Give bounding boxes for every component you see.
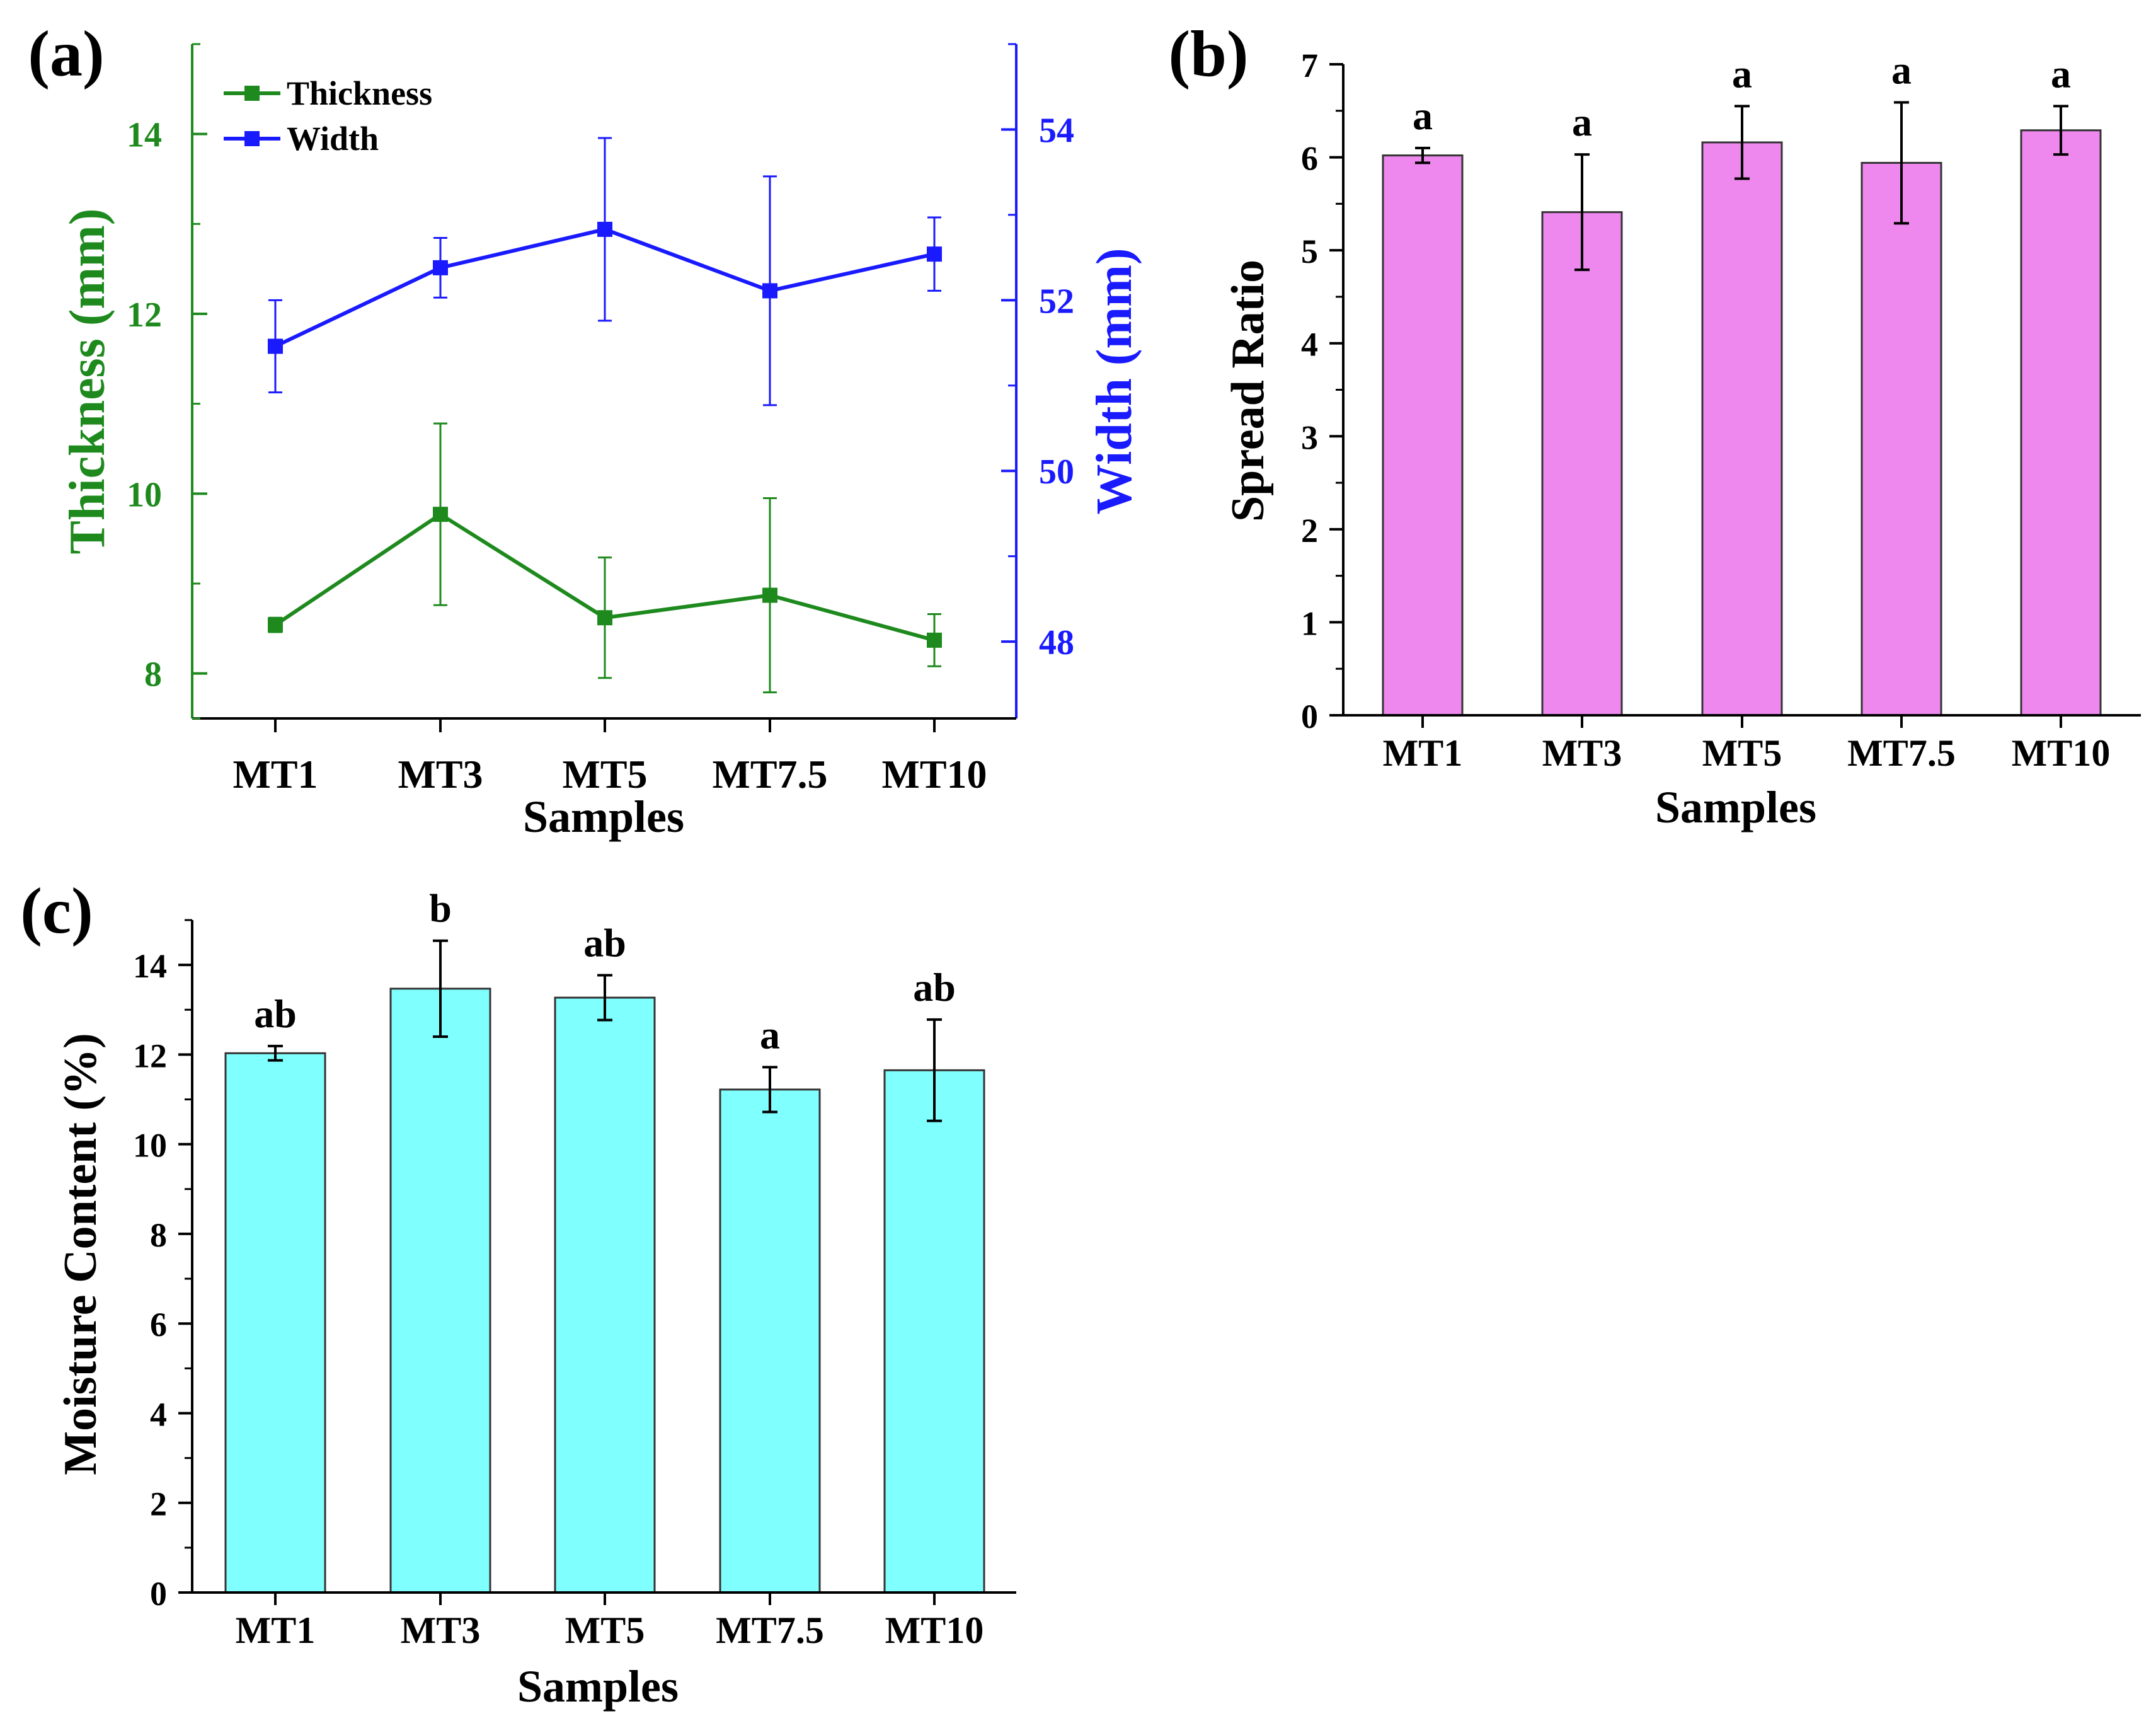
thickness-point-MT10 [927, 632, 942, 648]
significance-label-MT1: a [1413, 93, 1433, 138]
left-axis-title: Thickness (mm) [60, 209, 115, 555]
bar-MT10 [883, 1069, 985, 1594]
bar-MT5 [1701, 141, 1783, 717]
width-point-MT5 [597, 221, 612, 237]
thickness-point-MT1 [268, 617, 283, 633]
x-tick-label-MT3: MT3 [401, 1610, 481, 1651]
significance-label-MT5: ab [583, 920, 626, 965]
significance-label-MT7.5: a [760, 1012, 780, 1057]
y-axis-title: Moisture Content (%) [55, 1033, 106, 1475]
panel-a-tag: (a) [28, 18, 104, 90]
bar-MT5 [554, 996, 656, 1594]
x-tick-label-MT5: MT5 [565, 1610, 645, 1651]
x-tick-label-MT1: MT1 [1383, 732, 1463, 774]
y-tick-label: 6 [1301, 140, 1318, 178]
left-tick-label: 8 [144, 655, 162, 694]
width-point-MT3 [433, 260, 448, 275]
bar-MT1 [224, 1052, 326, 1594]
significance-label-MT3: b [429, 886, 452, 931]
x-tick-label-MT1: MT1 [236, 1610, 316, 1651]
y-tick-label: 14 [133, 947, 167, 985]
panel-c-tag: (c) [20, 875, 93, 947]
thickness-point-MT5 [597, 610, 612, 626]
x-tick-label-MT1: MT1 [232, 752, 318, 797]
width-point-MT10 [927, 246, 942, 262]
y-tick-label: 12 [133, 1037, 167, 1074]
bar-MT1 [1382, 154, 1464, 717]
y-tick-label: 3 [1301, 418, 1318, 456]
width-point-MT7.5 [762, 283, 777, 299]
bar-MT10 [2020, 129, 2102, 717]
significance-label-MT3: a [1572, 100, 1592, 144]
bar-MT7.5 [1861, 161, 1942, 717]
y-tick-label: 1 [1301, 604, 1318, 642]
bar-MT3 [389, 988, 491, 1594]
width-point-MT1 [268, 338, 283, 354]
y-tick-label: 5 [1301, 233, 1318, 270]
x-axis-title: Samples [1655, 782, 1816, 832]
right-axis-title: Width (mm) [1087, 248, 1142, 515]
x-axis-title: Samples [517, 1661, 679, 1712]
x-tick-label-MT7.5: MT7.5 [716, 1610, 824, 1651]
y-tick-label: 7 [1301, 47, 1318, 84]
bar-MT7.5 [719, 1088, 821, 1594]
thickness-point-MT7.5 [762, 587, 777, 603]
significance-label-MT1: ab [254, 991, 297, 1036]
y-tick-label: 8 [150, 1216, 167, 1254]
legend-label-width: Width [287, 120, 379, 158]
y-tick-label: 2 [1301, 512, 1318, 550]
panel-b-chart: (b) a a a a a 0 1 2 3 4 5 6 7 MT1 MT3 MT5 MT7.5 MT10 Sample… [1168, 18, 2141, 832]
x-axis-title: Samples [523, 792, 684, 842]
x-tick-label-MT3: MT3 [398, 752, 483, 797]
x-tick-label-MT5: MT5 [1702, 732, 1782, 774]
y-tick-label: 10 [133, 1127, 167, 1165]
panel-b-tag: (b) [1168, 18, 1248, 90]
right-tick-label: 54 [1039, 111, 1074, 150]
significance-label-MT7.5: a [1891, 48, 1912, 93]
left-tick-label: 14 [127, 116, 162, 155]
right-tick-label: 52 [1039, 282, 1074, 321]
significance-label-MT5: a [1732, 51, 1752, 96]
legend-label-thickness: Thickness [287, 74, 432, 112]
y-tick-label: 6 [150, 1306, 167, 1344]
significance-label-MT10: a [2051, 51, 2071, 96]
x-tick-label-MT10: MT10 [885, 1610, 984, 1651]
legend-marker-thickness [244, 86, 260, 101]
y-tick-label: 4 [1301, 326, 1318, 364]
y-tick-label: 4 [150, 1395, 167, 1433]
y-tick-label: 0 [150, 1575, 167, 1613]
right-tick-label: 48 [1039, 623, 1074, 662]
x-tick-label-MT5: MT5 [562, 752, 647, 797]
right-tick-label: 50 [1039, 452, 1074, 492]
y-axis-title: Spread Ratio [1222, 260, 1274, 522]
panel-c-chart: (c) ab b ab a ab 0 2 4 6 8 10 12 14 MT1 MT3 MT5 MT7.5 MT10… [20, 875, 1016, 1712]
left-tick-label: 12 [127, 296, 162, 335]
bar-MT3 [1541, 211, 1623, 717]
thickness-point-MT3 [433, 507, 448, 522]
x-tick-label-MT10: MT10 [2012, 732, 2111, 774]
x-tick-label-MT3: MT3 [1542, 732, 1622, 774]
x-tick-label-MT10: MT10 [881, 752, 987, 797]
panel-a-chart: (a) 8 10 12 14 48 50 52 54 MT1 MT3 MT5 MT7.5 MT10 Samp… [28, 18, 1142, 842]
y-tick-label: 0 [1301, 698, 1318, 735]
legend-marker-width [244, 131, 260, 146]
left-tick-label: 10 [127, 475, 162, 514]
x-tick-label-MT7.5: MT7.5 [712, 752, 827, 797]
y-tick-label: 2 [150, 1485, 167, 1523]
significance-label-MT10: ab [913, 965, 956, 1010]
x-tick-label-MT7.5: MT7.5 [1847, 732, 1956, 774]
